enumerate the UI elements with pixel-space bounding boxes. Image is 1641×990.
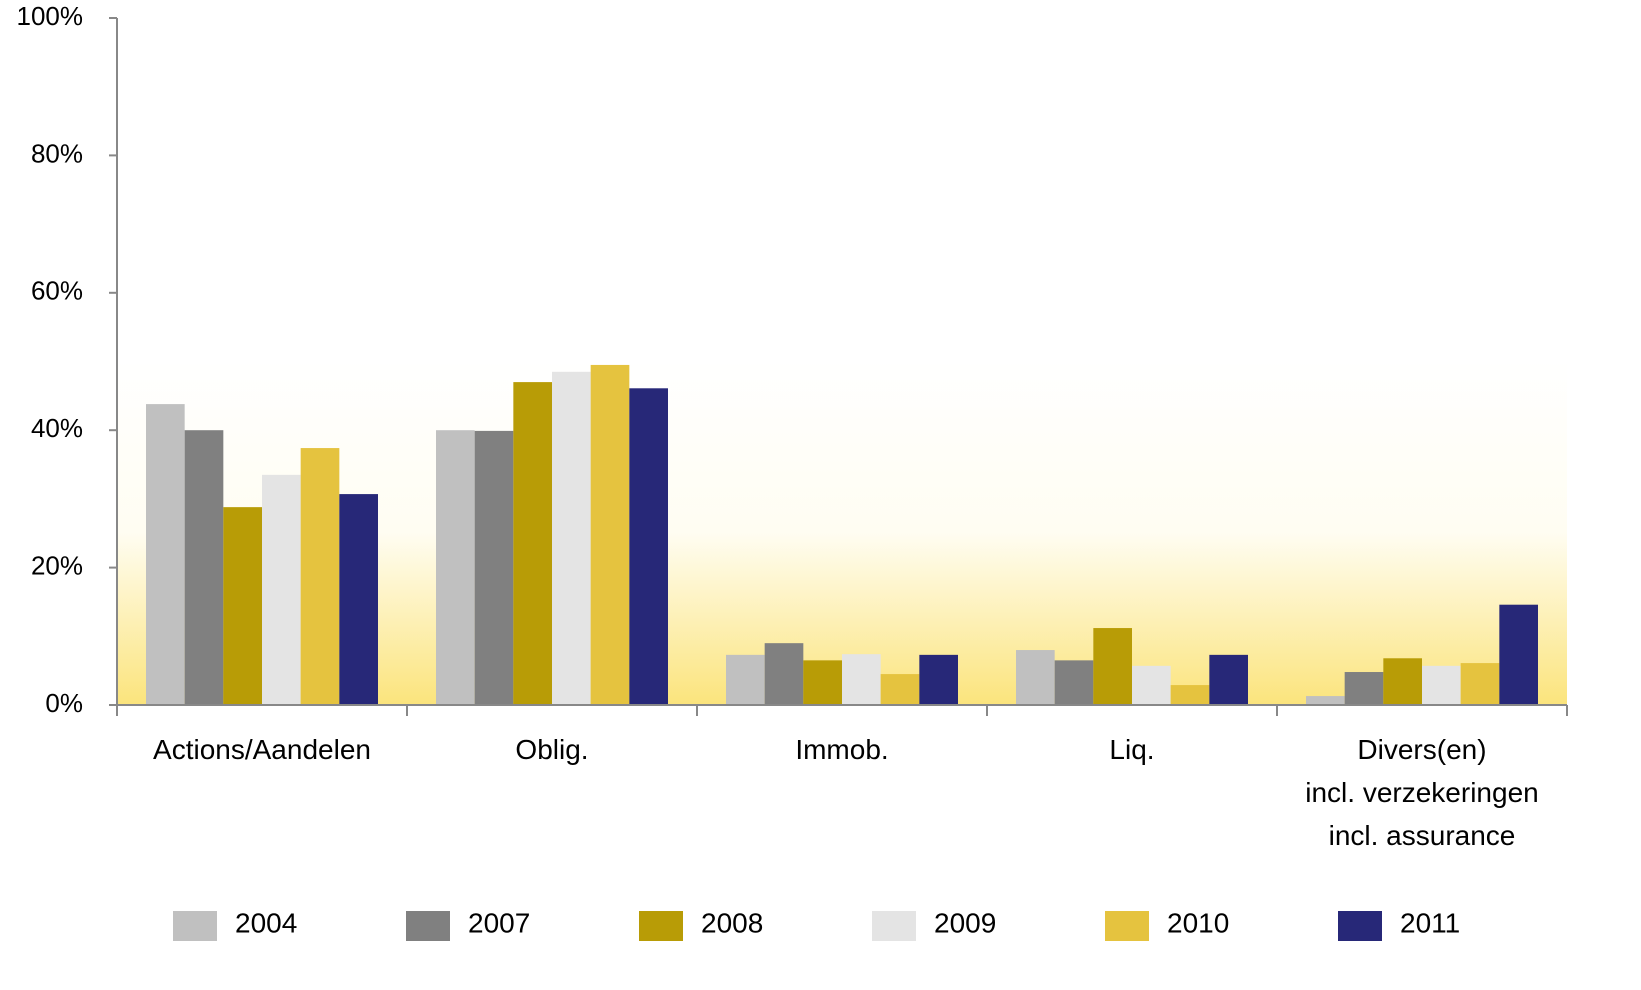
bar bbox=[764, 643, 804, 705]
bar bbox=[803, 660, 842, 705]
legend-swatch bbox=[1105, 911, 1149, 941]
bar bbox=[513, 382, 552, 705]
x-tick-label: Divers(en) incl. verzekeringen incl. ass… bbox=[1305, 734, 1539, 851]
bar bbox=[300, 448, 340, 705]
legend-label: 2011 bbox=[1400, 907, 1460, 938]
legend-swatch bbox=[406, 911, 450, 941]
bar bbox=[880, 674, 920, 705]
bar bbox=[262, 474, 301, 705]
legend-swatch bbox=[1338, 911, 1382, 941]
y-tick-label: 60% bbox=[31, 276, 83, 306]
x-tick-label: Actions/Aandelen bbox=[153, 734, 371, 765]
bar bbox=[590, 364, 630, 705]
legend-label: 2008 bbox=[701, 907, 763, 938]
bar bbox=[1344, 672, 1384, 705]
legend-swatch bbox=[639, 911, 683, 941]
bar bbox=[552, 371, 591, 705]
bar bbox=[223, 507, 262, 705]
bar bbox=[1016, 650, 1055, 705]
y-tick-label: 80% bbox=[31, 138, 83, 168]
x-tick-label: Oblig. bbox=[515, 734, 589, 765]
bar bbox=[1054, 660, 1094, 705]
bar bbox=[436, 430, 475, 705]
bar bbox=[1422, 665, 1461, 705]
y-tick-label: 40% bbox=[31, 413, 83, 443]
bar bbox=[1093, 628, 1132, 705]
y-tick-label: 20% bbox=[31, 550, 83, 580]
legend-label: 2010 bbox=[1167, 907, 1229, 938]
bar bbox=[1132, 665, 1171, 705]
bar bbox=[339, 494, 378, 705]
bar bbox=[1209, 654, 1248, 705]
bar bbox=[184, 430, 224, 705]
x-tick-label: Liq. bbox=[1109, 734, 1155, 765]
bar bbox=[146, 404, 185, 705]
bar bbox=[919, 654, 958, 705]
legend-label: 2007 bbox=[468, 907, 530, 938]
bar bbox=[1306, 696, 1345, 705]
legend-label: 2009 bbox=[934, 907, 996, 938]
bar bbox=[474, 430, 514, 705]
bar bbox=[629, 388, 668, 705]
bar bbox=[1383, 658, 1422, 705]
bar bbox=[1170, 685, 1210, 705]
legend-swatch bbox=[872, 911, 916, 941]
bar bbox=[842, 654, 881, 705]
bar bbox=[1499, 604, 1538, 705]
legend-swatch bbox=[173, 911, 217, 941]
bar bbox=[1460, 663, 1500, 705]
legend-label: 2004 bbox=[235, 907, 297, 938]
x-tick-label: Immob. bbox=[795, 734, 889, 765]
bar bbox=[726, 654, 765, 705]
y-tick-label: 100% bbox=[17, 1, 84, 31]
y-tick-label: 0% bbox=[45, 688, 83, 718]
